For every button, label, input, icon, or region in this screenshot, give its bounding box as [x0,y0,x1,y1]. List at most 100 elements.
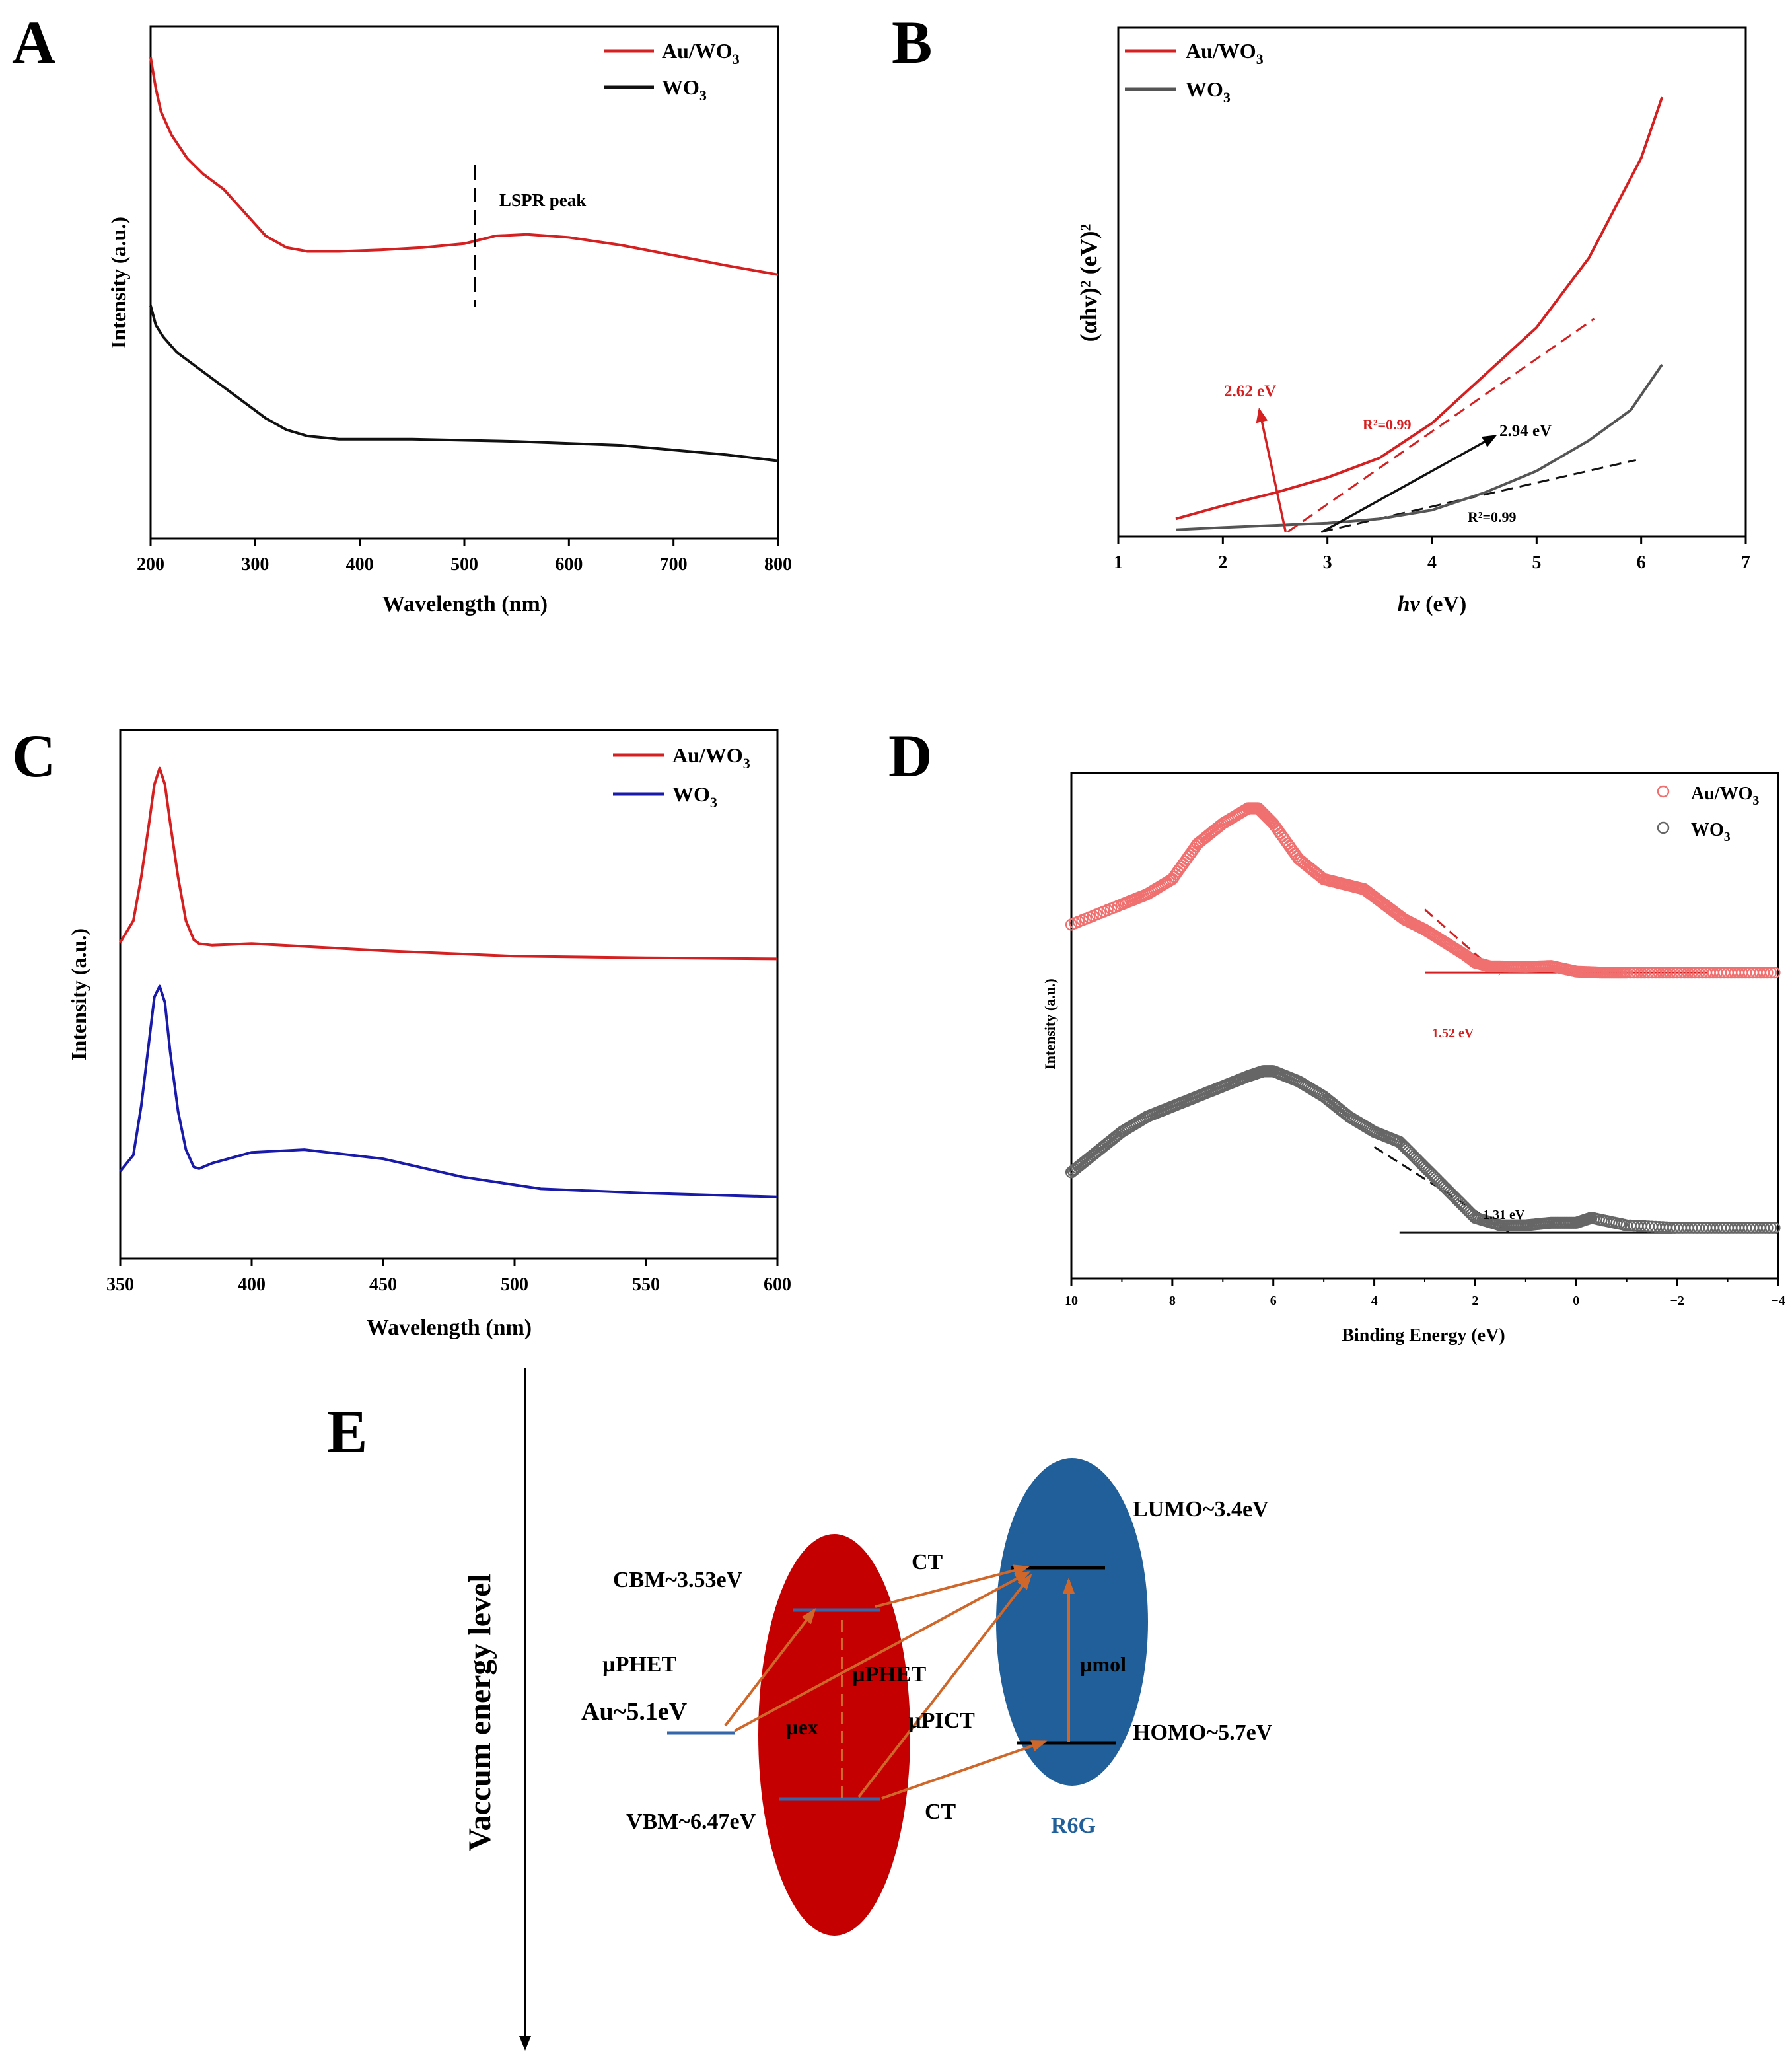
panel-c-legend-wo3: WO3 [672,782,717,811]
panel-c-plot-frame [119,729,779,1260]
panel-b-label: B [892,9,932,76]
panel-c-x-tick-label: 450 [369,1274,397,1295]
homo-label: HOMO~5.7eV [1133,1720,1273,1745]
panel-d-x-ticks: 10 8 6 4 2 0 −2 −4 [1065,1278,1785,1308]
ex-label: µex [786,1715,818,1739]
panel-e-label: E [327,1398,367,1465]
panel-b: B 1 2 3 4 5 6 7 2.62 eV R²=0.99 2.94 eV R²=0.9… [892,9,1750,616]
panel-b-line-wo3 [1176,363,1663,531]
panel-b-x-axis-label: hv (eV) [1398,592,1467,616]
panel-d-x-tick-label: 4 [1371,1294,1378,1308]
panel-a-legend-au: Au/WO3 [662,39,740,67]
panel-d-legend-marker-au [1657,785,1670,798]
panel-b-legend: Au/WO3 WO3 [1125,39,1264,106]
panel-a-x-tick-label: 300 [241,554,269,575]
panel-b-fit-wo3 [1320,458,1637,533]
panel-b-x-tick-label: 6 [1637,552,1646,573]
panel-c-x-tick-label: 500 [501,1274,528,1295]
panel-a-x-tick-label: 200 [137,554,164,575]
panel-d-legend-wo3: WO3 [1691,820,1731,844]
panel-a-x-tick-label: 600 [555,554,583,575]
panel-a-label: A [12,9,55,76]
panel-b-x-tick-label: 5 [1532,552,1541,573]
panel-a-x-tick-label: 800 [764,554,792,575]
panel-c-legend-au: Au/WO3 [672,743,750,772]
panel-a-series [149,57,779,462]
panel-d-point-wo3 [1765,1222,1777,1234]
panel-d-x-tick-label: −2 [1670,1294,1684,1308]
panel-a-legend: Au/WO3 WO3 [604,39,740,104]
panel-c-legend: Au/WO3 WO3 [613,743,750,811]
panel-d-plot-frame [1070,772,1779,1280]
panel-b-x-tick-label: 7 [1741,552,1750,573]
panel-c-x-tick-label: 600 [764,1274,791,1295]
panel-b-wo3-r2-label: R²=0.99 [1468,509,1517,525]
panel-c-x-ticks: 350 400 450 500 550 600 [106,1259,791,1295]
panel-b-arrows [1256,407,1497,533]
panel-b-wo3-gap-label: 2.94 eV [1499,422,1552,440]
panel-b-x-ticks: 1 2 3 4 5 6 7 [1114,536,1750,573]
panel-a-x-tick-label: 500 [450,554,478,575]
panel-b-y-axis-label: (αhv)² (eV)² [1075,224,1102,342]
panel-d-wo3-vbm-label: 1.31 eV [1483,1208,1525,1222]
panel-a-y-axis-label: Intensity (a.u.) [106,217,130,349]
energy-axis-label: Vaccum energy level [462,1574,497,1851]
wo3-ellipse [758,1534,910,1936]
panel-d-x-tick-label: 10 [1065,1294,1078,1308]
panel-d-x-tick-label: 8 [1169,1294,1176,1308]
au-level-label: Au~5.1eV [581,1698,688,1726]
panel-b-line-au-wo3 [1175,96,1664,521]
ct-bottom-label: CT [925,1800,956,1824]
panel-d-point-au-wo3 [1761,967,1774,979]
panel-c-x-axis-label: Wavelength (nm) [367,1315,532,1340]
panel-d-x-tick-label: 0 [1573,1294,1579,1308]
ct-top-label: CT [912,1550,943,1574]
phet-mid-label: µPHET [852,1662,926,1687]
panel-a-x-ticks: 200 300 400 500 600 700 800 [137,538,792,575]
vbm-to-homo-arrow [881,1740,1048,1800]
panel-b-fit-lines [1287,318,1637,533]
panel-a-line-au-wo3 [149,57,779,276]
panel-b-arrow-au-wo3 [1256,407,1287,532]
panel-a-lspr-label: LSPR peak [499,190,586,210]
panel-c-line-wo3 [119,984,778,1198]
panel-d-point-wo3 [1761,1222,1774,1234]
phet-left-label: µPHET [602,1652,676,1677]
panel-c-series [119,766,778,1198]
panel-b-fit-au-wo3 [1287,318,1595,533]
panel-d-legend-au: Au/WO3 [1691,784,1759,808]
panel-a-x-axis-label: Wavelength (nm) [382,592,548,616]
panel-c-label: C [12,722,55,789]
panel-d-x-tick-label: −4 [1771,1294,1785,1308]
panel-d-au-vbm-label: 1.52 eV [1432,1026,1474,1041]
r6g-ellipse [996,1458,1148,1786]
vbm-to-lumo-arrow [857,1573,1032,1798]
panel-e: E Vaccum energy level CBM~3.53eV µPHET A… [327,1368,1273,2051]
panel-a-x-tick-label: 700 [660,554,688,575]
panel-b-au-r2-label: R²=0.99 [1363,416,1412,433]
panel-c: C 350 400 450 500 550 600 Wavelength (nm) Int… [12,722,791,1340]
lumo-label: LUMO~3.4eV [1133,1497,1269,1522]
panel-d-legend-marker-wo3 [1657,821,1670,834]
panel-d-y-axis-label: Intensity (a.u.) [1042,978,1058,1070]
panel-c-line-au-wo3 [119,766,778,961]
panel-d-point-au-wo3 [1765,967,1777,979]
au-to-lumo-arrow [734,1571,1031,1732]
panel-b-x-tick-label: 4 [1427,552,1437,573]
wo3-label: WO3 [814,1887,861,1917]
panel-d-x-tick-label: 6 [1270,1294,1277,1308]
r6g-label: R6G [1051,1814,1096,1838]
panel-a-legend-wo3: WO3 [662,75,707,104]
panel-c-x-tick-label: 400 [238,1274,266,1295]
panel-d-series [1065,802,1781,1234]
panel-b-legend-au: Au/WO3 [1186,39,1264,67]
panel-c-y-axis-label: Intensity (a.u.) [67,928,90,1060]
cbm-to-lumo-arrow [875,1564,1030,1608]
panel-b-x-tick-label: 1 [1114,552,1123,573]
panel-d-x-tick-label: 2 [1472,1294,1478,1308]
panel-b-arrow-wo3 [1321,435,1497,533]
panel-a-plot-frame [149,25,779,540]
mol-label: µmol [1080,1652,1126,1676]
panel-a-x-tick-label: 400 [346,554,374,575]
